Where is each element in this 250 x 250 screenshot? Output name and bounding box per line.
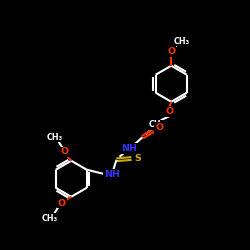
- Text: O: O: [165, 107, 173, 116]
- Text: O: O: [60, 148, 68, 156]
- Text: O: O: [155, 123, 163, 132]
- Text: NH: NH: [104, 170, 120, 179]
- Text: CH₃: CH₃: [173, 37, 189, 46]
- Text: CH₂: CH₂: [148, 120, 164, 129]
- Text: CH₃: CH₃: [47, 132, 63, 141]
- Text: O: O: [167, 47, 175, 56]
- Text: O: O: [58, 198, 66, 207]
- Text: CH₃: CH₃: [42, 214, 58, 223]
- Text: S: S: [134, 154, 141, 163]
- Text: NH: NH: [122, 144, 138, 153]
